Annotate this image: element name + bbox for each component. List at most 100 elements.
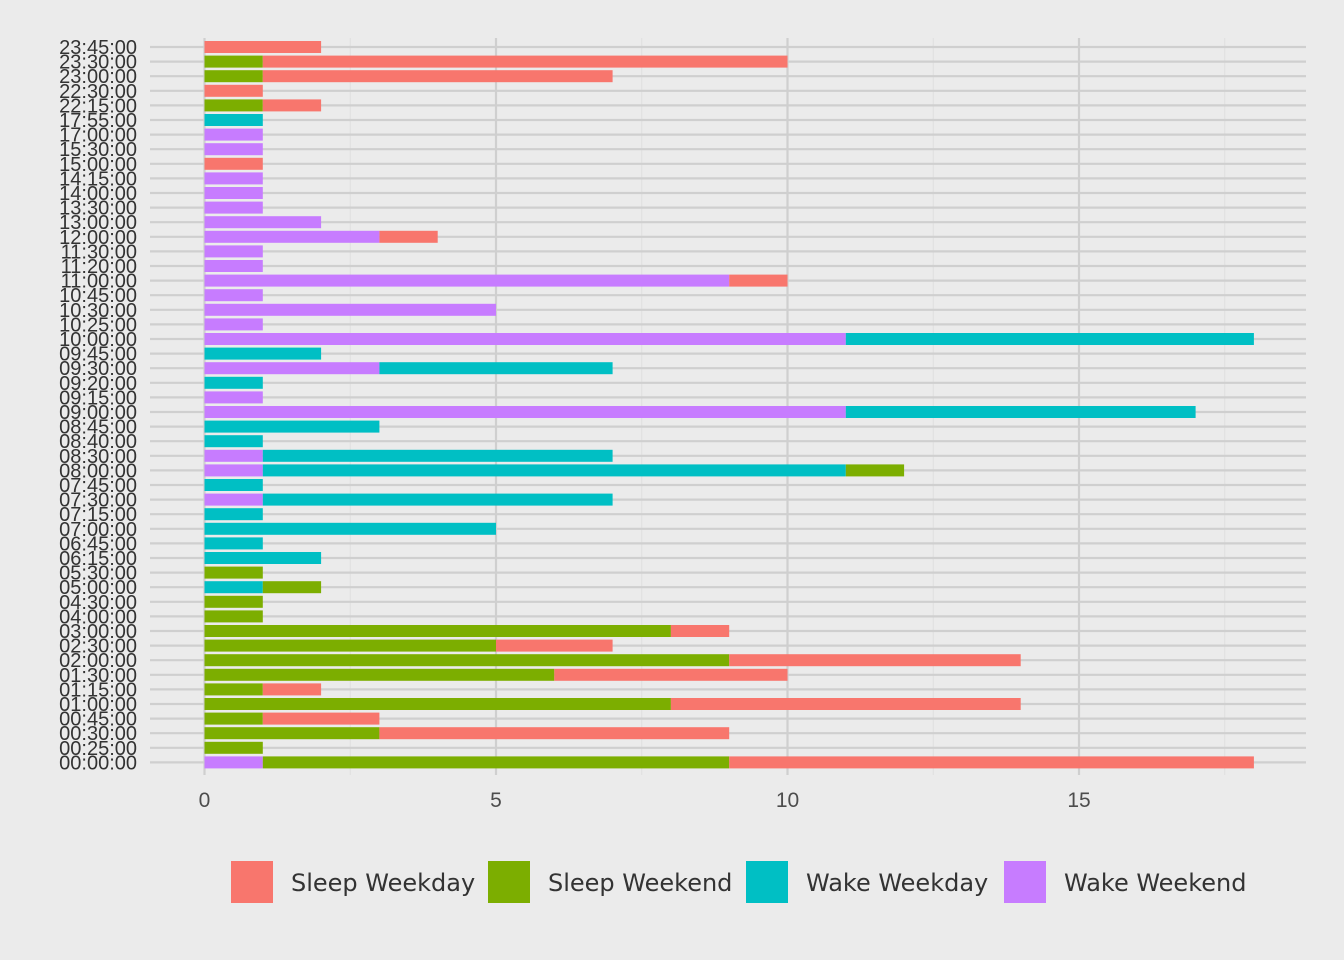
- y-tick-label: 17:00:00: [59, 125, 137, 147]
- y-tick-label: 09:20:00: [59, 373, 137, 395]
- bar-sleep-weekday: [262, 55, 788, 68]
- y-tick-label: 07:45:00: [59, 475, 137, 497]
- y-tick-label: 08:00:00: [59, 460, 137, 482]
- bar-wake-weekend: [204, 464, 263, 477]
- bar-wake-weekday: [262, 493, 613, 506]
- bar-wake-weekday: [204, 522, 496, 535]
- legend-key-wake-weekend: [1004, 861, 1046, 903]
- bar-sleep-weekend: [204, 668, 555, 681]
- x-tick-label: 0: [199, 789, 211, 812]
- bar-sleep-weekend: [204, 741, 263, 754]
- bar-wake-weekday: [379, 362, 613, 375]
- x-tick-label: 10: [776, 789, 799, 812]
- bar-sleep-weekend: [204, 698, 671, 710]
- bar-sleep-weekend: [204, 70, 263, 83]
- bar-sleep-weekday: [379, 727, 730, 740]
- bar-wake-weekend: [204, 245, 263, 258]
- y-tick-label: 23:00:00: [59, 66, 137, 88]
- y-axis-tick-labels: 00:00:0000:25:0000:30:0000:45:0001:00:00…: [59, 37, 137, 774]
- bar-sleep-weekend: [204, 639, 496, 652]
- y-tick-label: 11:30:00: [61, 241, 137, 263]
- legend-label-wake-weekday: Wake Weekday: [806, 869, 988, 897]
- bar-sleep-weekday: [496, 639, 613, 652]
- legend-label-sleep-weekend: Sleep Weekend: [548, 869, 732, 897]
- bar-wake-weekend: [204, 756, 263, 769]
- bar-wake-weekday: [262, 464, 846, 477]
- bar-wake-weekend: [204, 406, 846, 418]
- bar-wake-weekend: [204, 318, 263, 331]
- y-tick-label: 07:30:00: [59, 490, 137, 512]
- legend-label-wake-weekend: Wake Weekend: [1064, 869, 1246, 897]
- y-tick-label: 07:15:00: [59, 504, 137, 526]
- bar-wake-weekend: [204, 493, 263, 506]
- bar-wake-weekend: [204, 187, 263, 199]
- legend: Sleep Weekday Sleep Weekend Wake Weekday Wa…: [231, 861, 1246, 903]
- bar-sleep-weekday: [554, 668, 788, 681]
- bar-wake-weekday: [204, 347, 322, 360]
- y-tick-label: 13:00:00: [59, 212, 137, 234]
- y-tick-label: 07:00:00: [59, 519, 137, 541]
- bar-sleep-weekend: [262, 581, 322, 594]
- bar-wake-weekend: [204, 230, 380, 243]
- bar-wake-weekend: [204, 303, 496, 316]
- bar-sleep-weekday: [262, 712, 380, 725]
- bar-wake-weekday: [204, 508, 263, 521]
- y-tick-label: 04:00:00: [59, 606, 137, 628]
- bar-wake-weekend: [204, 216, 322, 229]
- bar-wake-weekend: [204, 333, 846, 345]
- bars: [204, 41, 1254, 769]
- bar-sleep-weekday: [204, 84, 263, 97]
- y-tick-label: 17:55:00: [59, 110, 137, 132]
- legend-label-sleep-weekday: Sleep Weekday: [291, 869, 475, 897]
- y-tick-label: 06:15:00: [59, 548, 137, 570]
- y-tick-label: 12:00:00: [59, 227, 137, 249]
- bar-wake-weekend: [204, 201, 263, 214]
- y-tick-label: 02:00:00: [59, 650, 137, 672]
- legend-key-sleep-weekday: [231, 861, 273, 903]
- y-tick-label: 10:00:00: [59, 329, 137, 351]
- y-tick-label: 13:30:00: [59, 198, 137, 220]
- y-tick-label: 08:40:00: [59, 431, 137, 453]
- x-tick-label: 5: [490, 789, 502, 812]
- bar-sleep-weekday: [262, 99, 322, 112]
- y-tick-label: 00:30:00: [59, 723, 137, 745]
- y-tick-label: 01:00:00: [59, 694, 137, 716]
- y-tick-label: 05:30:00: [59, 563, 137, 585]
- legend-key-sleep-weekend: [488, 861, 530, 903]
- y-tick-label: 09:15:00: [59, 387, 137, 409]
- bar-wake-weekend: [204, 391, 263, 404]
- y-tick-label: 23:45:00: [59, 37, 137, 59]
- y-tick-label: 23:30:00: [59, 52, 137, 74]
- y-tick-label: 09:00:00: [59, 402, 137, 424]
- bar-sleep-weekday: [729, 654, 1021, 667]
- y-tick-label: 08:45:00: [59, 417, 137, 439]
- y-tick-label: 10:30:00: [59, 300, 137, 322]
- y-tick-label: 01:15:00: [59, 679, 137, 701]
- bar-wake-weekday: [845, 406, 1196, 418]
- bar-sleep-weekend: [204, 610, 263, 623]
- bar-wake-weekend: [204, 362, 380, 375]
- y-tick-label: 00:45:00: [59, 709, 137, 731]
- y-tick-label: 09:45:00: [59, 344, 137, 366]
- bar-wake-weekend: [204, 128, 263, 141]
- y-tick-label: 15:30:00: [59, 139, 137, 161]
- bar-wake-weekday: [204, 479, 263, 491]
- bar-wake-weekend: [204, 274, 730, 287]
- bar-wake-weekday: [845, 333, 1254, 345]
- y-tick-label: 06:45:00: [59, 533, 137, 555]
- bar-wake-weekday: [204, 114, 263, 126]
- bar-wake-weekday: [204, 581, 263, 594]
- bar-sleep-weekend: [204, 683, 263, 696]
- bar-sleep-weekday: [729, 756, 1254, 769]
- bar-sleep-weekday: [729, 274, 788, 287]
- y-tick-label: 22:30:00: [59, 81, 137, 103]
- bar-wake-weekday: [204, 537, 263, 550]
- bar-wake-weekday: [204, 420, 380, 433]
- bar-sleep-weekend: [204, 727, 380, 740]
- y-tick-label: 14:00:00: [59, 183, 137, 205]
- bar-sleep-weekday: [670, 698, 1021, 710]
- y-tick-label: 03:00:00: [59, 621, 137, 643]
- bar-wake-weekday: [204, 552, 322, 564]
